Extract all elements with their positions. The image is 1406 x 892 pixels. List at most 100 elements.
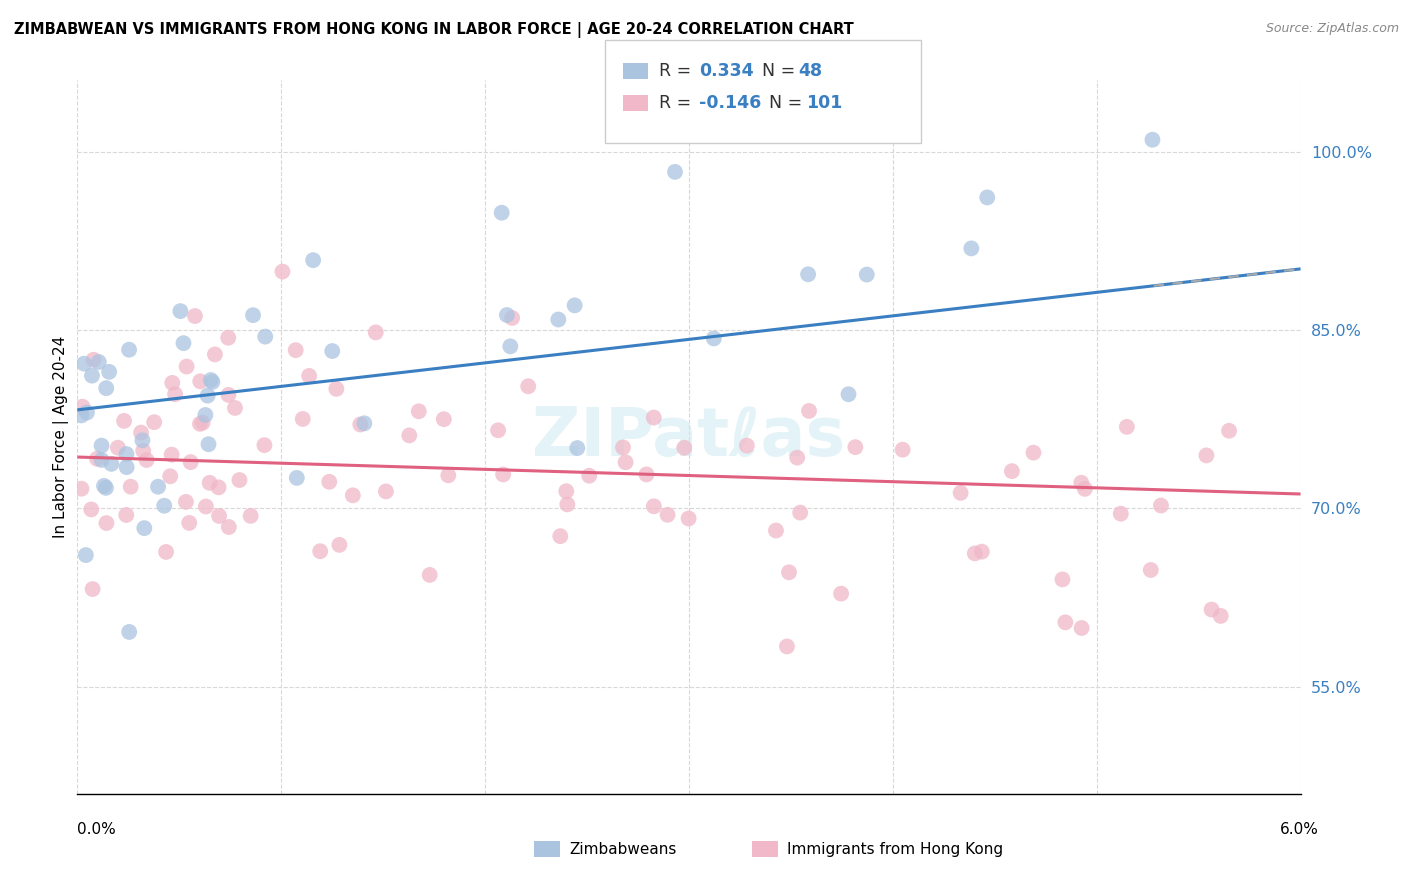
Point <box>517 379 540 393</box>
Point <box>789 506 811 520</box>
Point <box>90 453 112 467</box>
Point <box>325 382 347 396</box>
Point <box>555 497 578 511</box>
Point <box>135 453 157 467</box>
Point <box>239 508 262 523</box>
Point <box>1052 573 1074 587</box>
Point <box>1109 507 1132 521</box>
Point <box>970 544 993 558</box>
Point <box>433 412 456 426</box>
Point <box>1022 445 1045 459</box>
Point <box>302 253 325 268</box>
Point <box>208 508 231 523</box>
Point <box>228 473 250 487</box>
Point <box>837 387 859 401</box>
Point <box>160 448 183 462</box>
Point <box>1201 602 1223 616</box>
Point <box>778 566 800 580</box>
Point <box>1001 464 1024 478</box>
Point <box>1070 621 1092 635</box>
Point <box>96 516 118 530</box>
Text: Source: ZipAtlas.com: Source: ZipAtlas.com <box>1265 22 1399 36</box>
Point <box>1054 615 1077 630</box>
Point <box>673 441 696 455</box>
Point <box>112 414 135 428</box>
Point <box>891 442 914 457</box>
Point <box>419 568 441 582</box>
Point <box>614 455 637 469</box>
Point <box>90 439 112 453</box>
Point <box>976 190 998 204</box>
Point <box>131 434 153 448</box>
Text: N =: N = <box>751 62 800 80</box>
Point <box>70 482 93 496</box>
Point <box>132 443 155 458</box>
Point <box>321 344 343 359</box>
Point <box>72 400 94 414</box>
Point <box>100 457 122 471</box>
Text: 0.0%: 0.0% <box>77 822 117 838</box>
Point <box>703 331 725 345</box>
Point <box>496 308 519 322</box>
Point <box>578 468 600 483</box>
Point <box>159 469 181 483</box>
Point <box>107 441 129 455</box>
Point <box>1142 133 1164 147</box>
Point <box>963 546 986 560</box>
Text: R =: R = <box>659 94 697 112</box>
Point <box>118 624 141 639</box>
Point <box>664 165 686 179</box>
Point <box>408 404 430 418</box>
Point <box>291 412 314 426</box>
Point <box>204 347 226 361</box>
Point <box>555 484 578 499</box>
Point <box>191 416 214 430</box>
Point <box>224 401 246 415</box>
Point <box>1209 608 1232 623</box>
Point <box>165 387 187 401</box>
Text: 6.0%: 6.0% <box>1279 822 1319 838</box>
Point <box>309 544 332 558</box>
Point <box>492 467 515 482</box>
Point <box>678 511 700 525</box>
Text: R =: R = <box>659 62 697 80</box>
Point <box>197 388 219 402</box>
Point <box>1070 475 1092 490</box>
Point <box>179 516 201 530</box>
Point <box>285 471 308 485</box>
Point <box>271 264 294 278</box>
Text: 0.334: 0.334 <box>699 62 754 80</box>
Point <box>155 545 177 559</box>
Point <box>174 495 197 509</box>
Point <box>218 520 240 534</box>
Point <box>735 439 758 453</box>
Point <box>80 502 103 516</box>
Point <box>830 587 852 601</box>
Point <box>1218 424 1240 438</box>
Point <box>198 475 221 490</box>
Point <box>960 241 983 255</box>
Point <box>298 368 321 383</box>
Point <box>567 441 589 455</box>
Point <box>207 480 229 494</box>
Point <box>87 355 110 369</box>
Point <box>1139 563 1161 577</box>
Point <box>797 268 820 282</box>
Point <box>129 425 152 440</box>
Point <box>115 447 138 461</box>
Text: Immigrants from Hong Kong: Immigrants from Hong Kong <box>787 842 1004 856</box>
Point <box>82 582 104 596</box>
Point <box>547 312 569 326</box>
Point <box>797 404 820 418</box>
Point <box>437 468 460 483</box>
Point <box>349 417 371 432</box>
Point <box>643 500 665 514</box>
Point <box>180 455 202 469</box>
Y-axis label: In Labor Force | Age 20-24: In Labor Force | Age 20-24 <box>53 336 69 538</box>
Point <box>94 481 117 495</box>
Point <box>184 309 207 323</box>
Text: ZIPatℓas: ZIPatℓas <box>533 404 845 470</box>
Point <box>657 508 679 522</box>
Point <box>118 343 141 357</box>
Point <box>242 308 264 322</box>
